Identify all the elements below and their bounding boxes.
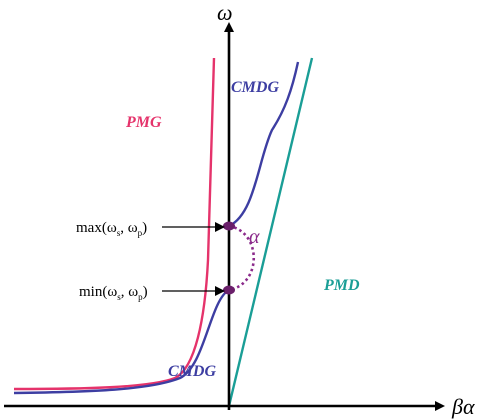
min-annotation: min(ωs, ωp) (79, 284, 148, 302)
max-point (223, 221, 235, 231)
pmd-label: PMD (323, 277, 360, 294)
cmdg-lower-label: CMDG (168, 363, 216, 380)
min-point (223, 285, 235, 295)
cmdg-upper-curve (228, 61, 300, 228)
pmg-curve (13, 57, 216, 391)
y-axis-label: ω (217, 0, 233, 25)
gap-alpha-label: α (249, 226, 260, 248)
cmdg-lower-curve (13, 288, 230, 395)
x-axis-label: βα (451, 394, 475, 419)
cmdg-upper-label: CMDG (231, 79, 279, 96)
bandgap-arc (228, 224, 255, 292)
pmd-line (227, 57, 314, 407)
pmg-label: PMG (125, 114, 162, 131)
max-annotation: max(ωs, ωp) (76, 220, 147, 238)
